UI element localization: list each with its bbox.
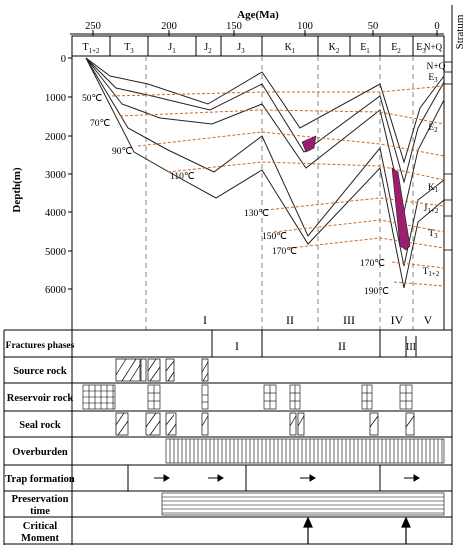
- age-tick-0: 0: [434, 21, 439, 32]
- stage-label-2: II: [286, 313, 294, 327]
- source-rock-row: [115, 358, 209, 382]
- seal-rock-row: [115, 412, 415, 436]
- stratum-nq: N+Q: [426, 62, 445, 72]
- period-j2: J2: [204, 42, 212, 55]
- hydrocarbon-windows: [301, 135, 411, 251]
- isotherm-label-130: 130℃: [244, 209, 269, 219]
- stage-label-3: III: [343, 313, 355, 327]
- stratum-e3: E3: [428, 73, 438, 84]
- age-tick-150: 150: [226, 21, 242, 32]
- row-label-preservation-1: Preservation: [12, 494, 69, 505]
- stratum-j12: J1+2: [424, 204, 439, 215]
- depth-tick-5000: 5000: [45, 247, 66, 258]
- period-e2: E2: [391, 42, 401, 55]
- stage-label-5: V: [424, 313, 433, 327]
- isotherm-label-170a: 170℃: [272, 247, 297, 257]
- row-label-overburden: Overburden: [12, 447, 68, 458]
- isotherm-label-190: 190℃: [364, 287, 389, 297]
- row-label-preservation-2: time: [30, 506, 50, 517]
- period-nq: N+Q: [424, 42, 443, 52]
- burial-curves: [85, 57, 445, 289]
- stratum-e2: E2: [428, 123, 438, 134]
- depth-tick-3000: 3000: [45, 170, 66, 181]
- critical-moment-row: [303, 516, 411, 544]
- preservation-time-row: [161, 492, 445, 516]
- stratum-t3: T3: [428, 229, 438, 240]
- depth-tick-2000: 2000: [45, 132, 66, 143]
- period-t3: T3: [124, 42, 134, 55]
- trap-formation-row: [127, 465, 381, 491]
- row-label-seal: Seal rock: [19, 420, 61, 431]
- depth-tick-0: 0: [61, 54, 66, 65]
- stratum-axis-title: Stratum: [454, 14, 466, 49]
- age-tick-labels: 250 200 150 100 50 0: [85, 21, 440, 32]
- isotherm-label-50: 50℃: [82, 94, 103, 104]
- isotherm-label-90: 90℃: [112, 147, 133, 157]
- isotherms: [111, 85, 445, 287]
- period-k1: K1: [285, 42, 296, 55]
- fracture-phase-2: II: [338, 339, 346, 353]
- row-label-reservoir: Reservoir rock: [7, 393, 74, 404]
- isotherm-label-170b: 170℃: [360, 259, 385, 269]
- depth-tick-labels: 0 1000 2000 3000 4000 5000 6000: [45, 54, 66, 296]
- isotherm-label-150: 150℃: [262, 232, 287, 242]
- fracture-phase-1: I: [235, 339, 239, 353]
- period-e1: E1: [360, 42, 370, 55]
- row-label-trap: Trap formation: [5, 474, 75, 485]
- fracture-phase-3: III: [406, 342, 416, 353]
- stratum-t12: T1+2: [423, 267, 440, 278]
- stratum-column: [444, 61, 452, 251]
- depth-tick-4000: 4000: [45, 208, 66, 219]
- isotherm-label-110: 110℃: [170, 172, 195, 182]
- period-k2: K2: [329, 42, 340, 55]
- row-label-fractures: Fractures phases: [6, 341, 75, 351]
- age-tick-250: 250: [85, 21, 101, 32]
- depth-axis-title: Depth(m): [11, 167, 23, 213]
- event-chart-grid: [3, 329, 452, 545]
- row-label-critical-2: Moment: [21, 533, 59, 544]
- age-tick-200: 200: [161, 21, 177, 32]
- period-j3: J3: [237, 42, 245, 55]
- row-label-critical-1: Critical: [23, 521, 57, 532]
- depth-tick-1000: 1000: [45, 93, 66, 104]
- age-tick-100: 100: [297, 21, 313, 32]
- trap-arrows: [154, 474, 420, 482]
- period-e3: E3: [416, 42, 426, 55]
- period-t12: T1+2: [82, 42, 100, 55]
- stage-label-1: I: [203, 313, 207, 327]
- depth-tick-6000: 6000: [45, 285, 66, 296]
- overburden-row: [165, 438, 445, 464]
- stage-boundaries: [145, 56, 414, 330]
- stratum-k1: K1: [428, 183, 439, 194]
- reservoir-rock-row: [82, 384, 413, 410]
- isotherm-label-70: 70℃: [90, 119, 111, 129]
- age-axis-title: Age(Ma): [237, 9, 279, 21]
- row-label-source: Source rock: [13, 366, 67, 377]
- fracture-phases-row: [211, 330, 417, 357]
- period-j1: J1: [168, 42, 176, 55]
- age-tick-50: 50: [368, 21, 379, 32]
- stage-label-4: IV: [391, 313, 404, 327]
